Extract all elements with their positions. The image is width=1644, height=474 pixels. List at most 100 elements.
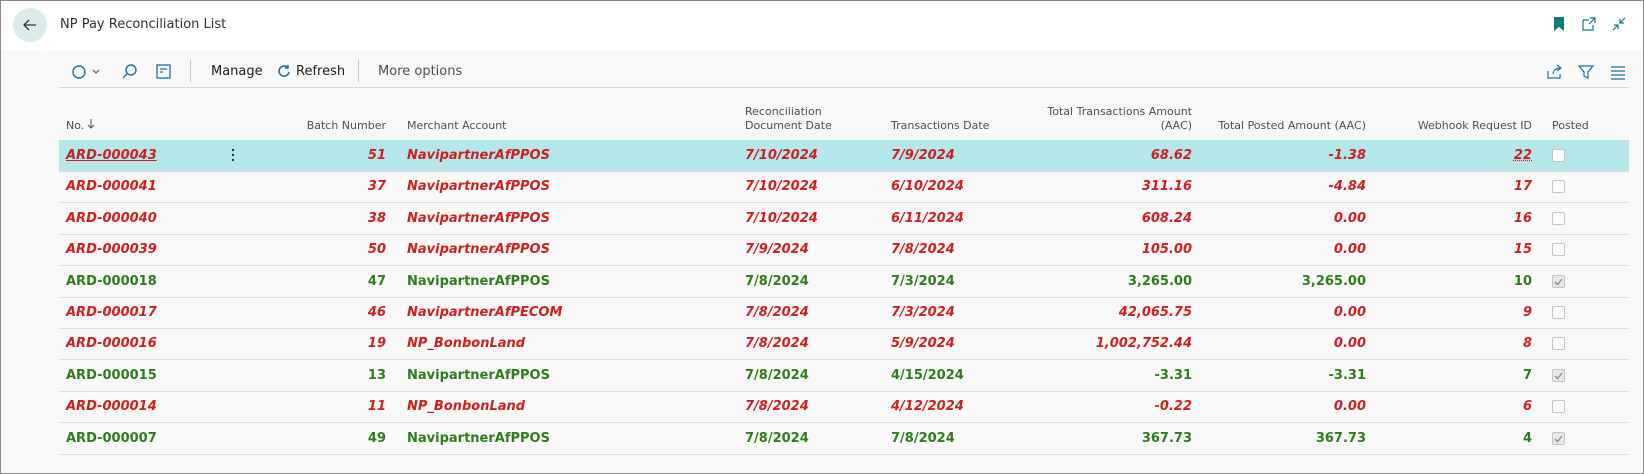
cell-transactions-date: 7/8/2024 bbox=[891, 430, 955, 446]
table-row[interactable]: ARD-000018 47 NavipartnerAfPPOS 7/8/2024 7/3… bbox=[59, 266, 1629, 298]
cell-reconciliation-document-date: 7/8/2024 bbox=[745, 399, 809, 415]
table-row[interactable]: ARD-000017 46 NavipartnerAfPECOM 7/8/2024 7/… bbox=[59, 297, 1629, 329]
copilot-icon[interactable] bbox=[71, 63, 103, 81]
table-row[interactable]: ARD-000015 13 NavipartnerAfPPOS 7/8/2024 4/1… bbox=[59, 360, 1629, 392]
posted-checkbox[interactable] bbox=[1552, 211, 1565, 225]
cell-no[interactable]: ARD-000007 bbox=[66, 430, 157, 446]
kebab-icon bbox=[231, 148, 235, 162]
cell-transactions-date: 5/9/2024 bbox=[891, 336, 955, 352]
cell-batch-number: 49 bbox=[367, 430, 386, 446]
cell-no[interactable]: ARD-000041 bbox=[66, 179, 157, 195]
table-row[interactable]: ARD-000040 38 NavipartnerAfPPOS 7/10/2024 6/… bbox=[59, 203, 1629, 235]
cell-total-transactions-amount: 367.73 bbox=[1141, 430, 1192, 446]
column-header-transactions-date[interactable]: Transactions Date bbox=[891, 119, 990, 132]
posted-checkbox[interactable] bbox=[1552, 337, 1565, 351]
cell-batch-number: 50 bbox=[367, 242, 386, 258]
cell-total-transactions-amount: 3,265.00 bbox=[1127, 273, 1192, 289]
row-menu[interactable] bbox=[231, 148, 235, 166]
posted-checkbox[interactable] bbox=[1552, 180, 1565, 194]
posted-checkbox[interactable] bbox=[1552, 149, 1565, 162]
column-header-reconciliation-document-date[interactable]: Reconciliation Document Date bbox=[745, 105, 832, 132]
cell-no[interactable]: ARD-000016 bbox=[66, 336, 157, 352]
open-new-window-icon[interactable] bbox=[1581, 16, 1597, 32]
share-icon[interactable] bbox=[1545, 63, 1563, 81]
check-mark bbox=[1554, 435, 1563, 443]
cell-batch-number: 46 bbox=[367, 305, 386, 320]
filter-icon[interactable] bbox=[1577, 63, 1595, 81]
cell-total-posted-amount: 3,265.00 bbox=[1301, 273, 1366, 289]
table-row[interactable]: ARD-000041 37 NavipartnerAfPPOS 7/10/2024 6/… bbox=[59, 171, 1629, 204]
cell-webhook-request-id: 17 bbox=[1513, 179, 1532, 195]
table-row[interactable]: ARD-000016 19 NP_BonbonLand 7/8/2024 5/9/202… bbox=[59, 328, 1629, 361]
manage-button[interactable]: Manage bbox=[211, 64, 263, 79]
sort-arrow bbox=[87, 119, 95, 129]
cell-total-transactions-amount: 608.24 bbox=[1141, 210, 1192, 226]
table-row[interactable]: ARD-000039 50 NavipartnerAfPPOS 7/9/2024 7/8… bbox=[59, 234, 1629, 267]
cell-transactions-date: 7/9/2024 bbox=[891, 148, 955, 163]
cell-total-transactions-amount: 42,065.75 bbox=[1118, 305, 1192, 320]
cell-batch-number: 37 bbox=[367, 179, 386, 195]
cell-webhook-request-id: 6 bbox=[1522, 399, 1532, 415]
cell-batch-number: 13 bbox=[367, 367, 386, 383]
cell-webhook-request-id: 4 bbox=[1522, 430, 1532, 446]
cell-reconciliation-document-date: 7/8/2024 bbox=[745, 305, 809, 320]
cell-merchant-account: NavipartnerAfPPOS bbox=[407, 148, 550, 163]
cell-merchant-account: NavipartnerAfPPOS bbox=[407, 273, 550, 289]
check-mark bbox=[1554, 278, 1563, 286]
cell-transactions-date: 7/3/2024 bbox=[891, 305, 955, 320]
more-options-button[interactable]: More options bbox=[378, 64, 463, 79]
posted-checkbox[interactable] bbox=[1552, 306, 1565, 319]
cell-total-posted-amount: 0.00 bbox=[1333, 305, 1366, 320]
separator bbox=[358, 60, 359, 82]
back-button[interactable] bbox=[13, 8, 47, 42]
cell-total-transactions-amount: 68.62 bbox=[1150, 148, 1192, 163]
column-header-webhook-request-id[interactable]: Webhook Request ID bbox=[1417, 119, 1532, 132]
check-mark bbox=[1554, 372, 1563, 380]
cell-no[interactable]: ARD-000018 bbox=[66, 273, 157, 289]
refresh-button[interactable]: Refresh bbox=[296, 64, 346, 79]
cell-batch-number: 11 bbox=[367, 399, 386, 415]
page-title: NP Pay Reconciliation List bbox=[60, 17, 227, 32]
cell-transactions-date: 6/11/2024 bbox=[891, 210, 964, 226]
table-row[interactable]: ARD-000014 11 NP_BonbonLand 7/8/2024 4/12/20… bbox=[59, 391, 1629, 424]
list-view-icon[interactable] bbox=[1609, 63, 1627, 81]
cell-no[interactable]: ARD-000043 bbox=[66, 148, 157, 163]
column-header-total-posted-amount[interactable]: Total Posted Amount (AAC) bbox=[1218, 119, 1366, 132]
column-header-no[interactable]: No. bbox=[66, 119, 186, 133]
collapse-icon[interactable] bbox=[1611, 16, 1627, 32]
cell-webhook-request-id: 9 bbox=[1522, 305, 1532, 320]
cell-total-posted-amount: 0.00 bbox=[1333, 399, 1366, 415]
cell-total-posted-amount: -1.38 bbox=[1328, 148, 1366, 163]
search-icon[interactable] bbox=[121, 63, 139, 81]
posted-checkbox[interactable] bbox=[1552, 368, 1565, 382]
posted-checkbox[interactable] bbox=[1552, 274, 1565, 288]
cell-no[interactable]: ARD-000039 bbox=[66, 242, 157, 258]
cell-reconciliation-document-date: 7/8/2024 bbox=[745, 273, 809, 289]
cell-total-transactions-amount: 311.16 bbox=[1141, 179, 1192, 195]
column-header-batch-number[interactable]: Batch Number bbox=[306, 119, 386, 132]
cell-reconciliation-document-date: 7/8/2024 bbox=[745, 336, 809, 352]
column-header-posted[interactable]: Posted bbox=[1552, 119, 1589, 132]
bookmark-icon[interactable] bbox=[1552, 16, 1566, 32]
table-row[interactable]: ARD-000043 51 NavipartnerAfPPOS 7/10/2024 7/… bbox=[59, 140, 1629, 172]
cell-transactions-date: 6/10/2024 bbox=[891, 179, 964, 195]
posted-checkbox[interactable] bbox=[1552, 431, 1565, 445]
cell-transactions-date: 4/12/2024 bbox=[891, 399, 964, 415]
cell-no[interactable]: ARD-000017 bbox=[66, 305, 157, 320]
cell-merchant-account: NavipartnerAfPPOS bbox=[407, 210, 550, 226]
cell-transactions-date: 7/3/2024 bbox=[891, 273, 955, 289]
cell-transactions-date: 4/15/2024 bbox=[891, 367, 964, 383]
cell-no[interactable]: ARD-000014 bbox=[66, 399, 157, 415]
cell-webhook-request-id: 15 bbox=[1513, 242, 1532, 258]
cell-merchant-account: NP_BonbonLand bbox=[407, 336, 526, 352]
column-header-total-transactions-amount[interactable]: Total Transactions Amount (AAC) bbox=[1047, 105, 1192, 132]
cell-no[interactable]: ARD-000015 bbox=[66, 367, 157, 383]
posted-checkbox[interactable] bbox=[1552, 400, 1565, 414]
edit-list-icon[interactable] bbox=[155, 63, 173, 81]
posted-checkbox[interactable] bbox=[1552, 243, 1565, 257]
table-row[interactable]: ARD-000007 49 NavipartnerAfPPOS 7/8/2024 7/8… bbox=[59, 423, 1629, 455]
cell-webhook-request-id: 16 bbox=[1513, 210, 1532, 226]
cell-no[interactable]: ARD-000040 bbox=[66, 210, 157, 226]
back-icon bbox=[23, 19, 36, 31]
column-header-merchant-account[interactable]: Merchant Account bbox=[407, 119, 507, 132]
